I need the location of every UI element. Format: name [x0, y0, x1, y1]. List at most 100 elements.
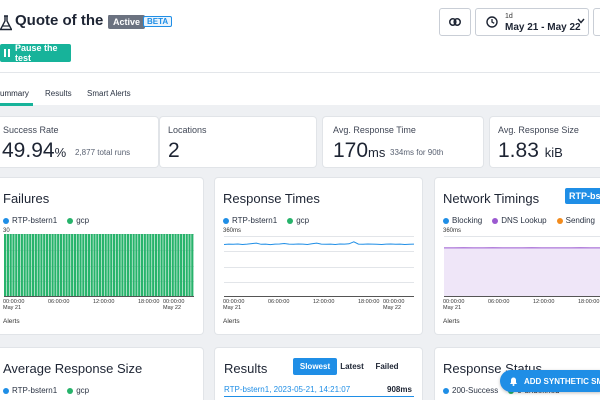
failure-bar [154, 234, 158, 297]
failure-bar [118, 234, 121, 297]
add-synthetic-label: ADD SYNTHETIC SMA [524, 376, 600, 386]
legend-item-gcp[interactable]: gcp [287, 216, 309, 225]
failure-bar [26, 234, 29, 297]
failure-bar [174, 234, 177, 297]
failure-bar [34, 234, 37, 297]
failure-bar [160, 234, 163, 297]
response-times-y-max: 360ms [223, 228, 242, 234]
average-response-size-card: Average Response Size RTP-bstern1 gcp [0, 348, 203, 400]
network-timings-chart [444, 236, 600, 297]
failure-bar [23, 234, 26, 297]
failure-bar [76, 234, 79, 297]
network-timings-y-max: 360ms [443, 228, 462, 234]
failure-bar [12, 234, 15, 297]
failure-bar [57, 234, 60, 297]
failure-bar [73, 234, 77, 297]
legend-item-rtp[interactable]: RTP-bstern1 [3, 216, 57, 225]
failed-button[interactable]: Failed [375, 362, 399, 371]
locations-card: Locations 2 [160, 117, 316, 167]
x-tick-label: 06:00:00 [488, 299, 510, 305]
failure-bar [121, 234, 124, 297]
failure-bar [40, 234, 43, 297]
failure-bar [185, 234, 188, 297]
tab-bar: ummary Results Smart Alerts [0, 72, 600, 106]
failure-bar [51, 234, 54, 297]
failures-y-max: 30 [3, 228, 10, 234]
failure-bar [157, 234, 160, 297]
network-timings-legend: Blocking DNS Lookup Sending [443, 216, 595, 225]
failure-bar [135, 234, 138, 297]
legend-item-dns-lookup[interactable]: DNS Lookup [492, 216, 547, 225]
date-range-label: May 21 - May 22 [505, 22, 581, 33]
add-synthetic-button[interactable]: ADD SYNTHETIC SMA [500, 370, 600, 392]
legend-item-gcp[interactable]: gcp [67, 386, 89, 395]
failure-bar [45, 234, 49, 297]
tab-smart-alerts[interactable]: Smart Alerts [87, 89, 131, 98]
link-icon [449, 18, 461, 26]
failure-bar [115, 234, 118, 297]
failure-bar [146, 234, 149, 297]
x-tick-label: 00:00:00 May 21 [3, 299, 25, 311]
success-rate-card: Success Rate 49.94% 2,877 total runs [0, 117, 158, 167]
location-select-button[interactable]: RTP-bste [565, 188, 600, 204]
avg-response-size-card: Avg. Response Size 1.83 kiB [490, 117, 600, 167]
failure-bar [79, 234, 82, 297]
failure-bar [124, 234, 127, 297]
failure-bar [68, 234, 71, 297]
failure-bar [85, 234, 88, 297]
x-tick-label: 00:00:00 May 21 [443, 299, 465, 311]
network-timings-card: Network Timings RTP-bste Blocking DNS Lo… [435, 178, 600, 334]
legend-item-200-success[interactable]: 200-Success [443, 386, 498, 395]
failure-bar [112, 234, 116, 297]
failure-bar [101, 234, 104, 297]
result-row-bar [224, 396, 414, 397]
response-times-legend: RTP-bstern1 gcp [223, 216, 309, 225]
result-row-link[interactable]: RTP-bstern1, 2023-05-21, 14:21:07 [224, 385, 351, 394]
failures-title: Failures [3, 191, 50, 206]
flask-icon [0, 15, 12, 31]
failure-bar [9, 234, 12, 297]
more-button[interactable] [593, 8, 600, 36]
x-tick-label: 12:00:00 [533, 299, 555, 305]
failure-bar [65, 234, 68, 297]
pause-test-button[interactable]: Pause the test [0, 43, 71, 63]
active-tab-indicator [0, 103, 33, 106]
legend-item-rtp[interactable]: RTP-bstern1 [223, 216, 277, 225]
results-title: Results [224, 361, 268, 376]
x-tick-label: 12:00:00 [93, 299, 115, 305]
slowest-button[interactable]: Slowest [293, 358, 337, 375]
failure-bar [71, 234, 74, 297]
dns-lookup-area [444, 247, 600, 297]
date-range-picker[interactable]: 1d May 21 - May 22 [475, 8, 589, 36]
legend-item-rtp[interactable]: RTP-bstern1 [3, 386, 57, 395]
failure-bar [59, 234, 63, 297]
success-rate-label: Success Rate [3, 125, 59, 135]
failure-bar [149, 234, 152, 297]
latest-button[interactable]: Latest [340, 362, 364, 371]
legend-item-gcp[interactable]: gcp [67, 216, 89, 225]
chevron-down-icon [577, 18, 585, 24]
failure-bar [143, 234, 146, 297]
tab-summary[interactable]: ummary [0, 89, 29, 98]
x-tick-label: 00:00:00 May 22 [383, 299, 405, 311]
legend-item-sending[interactable]: Sending [556, 216, 595, 225]
average-response-size-legend: RTP-bstern1 gcp [3, 386, 89, 395]
p90-response-time: 334ms for 90th [390, 148, 444, 157]
x-tick-label: 18:00:00 [578, 299, 600, 305]
failure-bar [82, 234, 85, 297]
failure-bar [99, 234, 102, 297]
x-tick-label: 06:00:00 [268, 299, 290, 305]
failures-alerts-label: Alerts [3, 318, 20, 325]
x-tick-label: 00:00:00 May 21 [223, 299, 245, 311]
copy-link-button[interactable] [439, 8, 471, 36]
response-times-chart [224, 236, 414, 297]
failure-bar [138, 234, 141, 297]
bell-icon [510, 377, 517, 386]
legend-item-blocking[interactable]: Blocking [443, 216, 482, 225]
failure-bar [168, 234, 172, 297]
tab-results[interactable]: Results [45, 89, 72, 98]
failure-bar [188, 234, 191, 297]
pause-test-label: Pause the test [15, 43, 58, 63]
avg-response-time-card: Avg. Response Time 170ms 334ms for 90th [323, 117, 483, 167]
failure-bar [87, 234, 91, 297]
